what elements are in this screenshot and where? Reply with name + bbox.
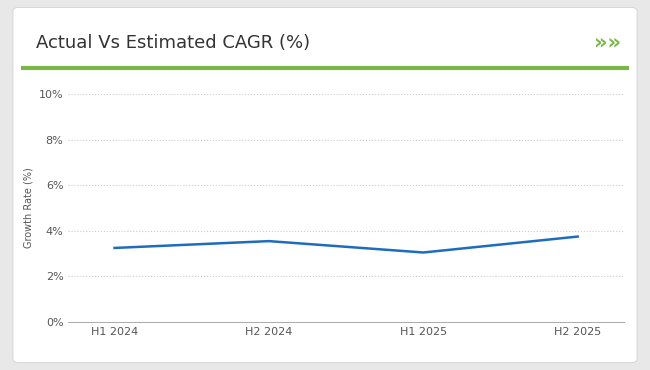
Y-axis label: Growth Rate (%): Growth Rate (%) — [23, 168, 33, 249]
Text: Actual Vs Estimated CAGR (%): Actual Vs Estimated CAGR (%) — [36, 34, 310, 51]
Text: »»: »» — [593, 33, 621, 53]
FancyBboxPatch shape — [13, 7, 637, 363]
